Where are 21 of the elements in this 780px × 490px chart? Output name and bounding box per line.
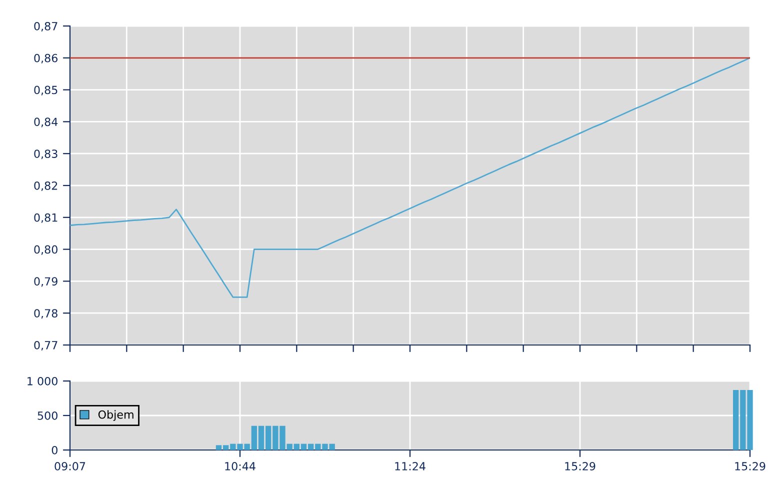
y-tick-label: 500 [38, 411, 58, 420]
y-tick-label: 0,79 [34, 277, 58, 287]
y-tick-label: 0,78 [34, 309, 58, 319]
y-tick-label: 0,85 [34, 86, 58, 96]
y-tick-label: 0,77 [34, 340, 58, 351]
y-tick-label: 0,84 [34, 118, 58, 128]
y-tick-label: 0,87 [34, 22, 58, 32]
x-tick-label: 09:07 [54, 462, 86, 470]
y-tick-label: 0,80 [34, 245, 58, 255]
y-tick-label: 0,82 [34, 181, 58, 192]
y-tick-label: 1 000 [28, 376, 58, 386]
y-tick-label: 0,86 [34, 54, 58, 64]
x-tick-label: 11:24 [395, 462, 426, 470]
x-tick-label: 10:44 [225, 462, 256, 470]
y-tick-label: 0,81 [34, 213, 58, 223]
legend-label: Objem [98, 410, 134, 421]
line-series [70, 57, 750, 298]
x-tick-label: 15:29 [735, 462, 766, 470]
x-tick-label: 15:29 [565, 462, 596, 470]
y-tick-label: 0 [52, 446, 58, 454]
y-tick-label: 0,83 [34, 150, 58, 160]
